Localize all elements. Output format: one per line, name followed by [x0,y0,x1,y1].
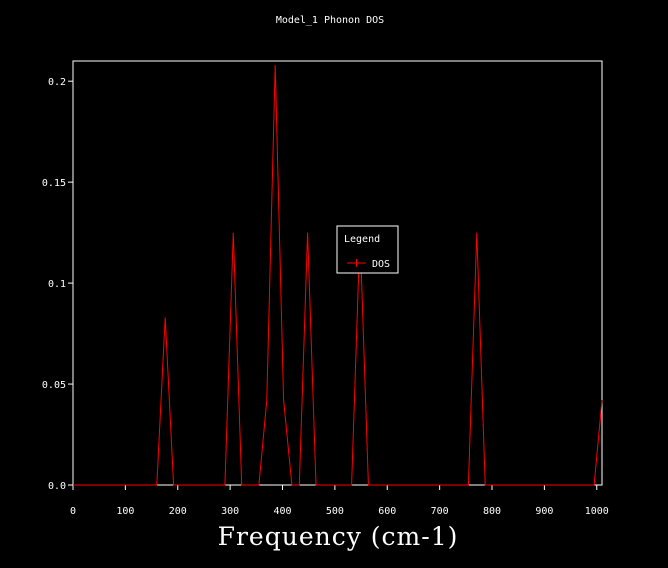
legend-label-dos: DOS [372,259,390,270]
x-tick-label: 600 [378,506,396,517]
y-tick-label: 0.0 [48,481,66,492]
x-tick-label: 900 [535,506,553,517]
x-tick-label: 500 [326,506,344,517]
x-tick-label: 300 [221,506,239,517]
chart-title: Model_1 Phonon DOS [276,15,384,26]
legend-box [336,225,399,274]
x-tick-label: 400 [273,506,291,517]
y-tick-label: 0.15 [42,178,66,189]
y-tick-label: 0.2 [48,77,66,88]
x-tick-label: 100 [116,506,134,517]
x-tick-label: 200 [169,506,187,517]
x-axis-label: Frequency (cm-1) [218,522,459,551]
x-tick-label: 1000 [585,506,609,517]
y-axis: 0.0 0.05 0.1 0.15 0.2 [42,77,73,492]
legend-title: Legend [344,234,380,245]
y-tick-label: 0.1 [48,279,66,290]
x-axis: 0 100 200 300 400 500 600 700 800 900 1000 [70,485,609,517]
x-tick-label: 0 [70,506,76,517]
series-line-dos [73,64,603,486]
x-tick-label: 800 [483,506,501,517]
y-tick-label: 0.05 [42,380,66,391]
x-tick-label: 700 [431,506,449,517]
legend: Legend DOS [336,225,399,274]
